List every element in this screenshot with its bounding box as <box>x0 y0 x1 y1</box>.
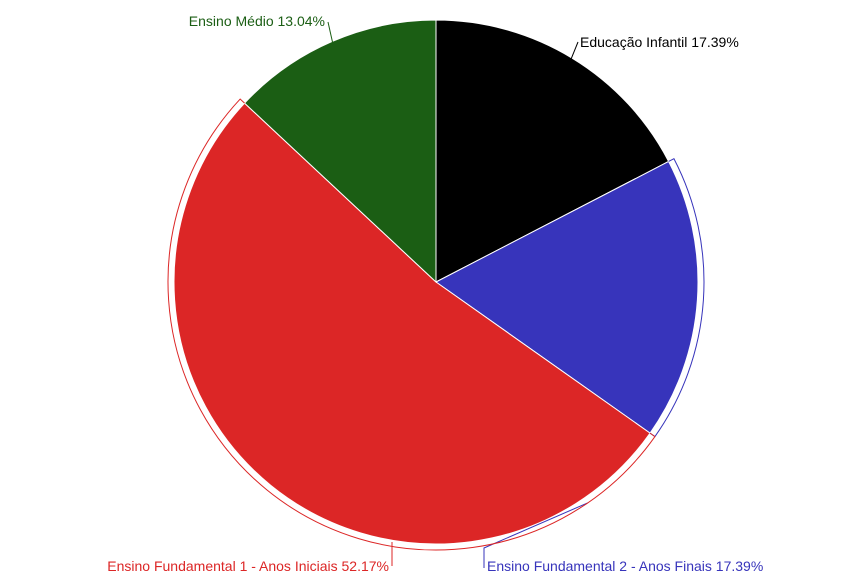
bracket-fundamental-1 <box>167 98 656 551</box>
label-fundamental-2: Ensino Fundamental 2 - Anos Finais 17.39… <box>487 558 763 574</box>
pie-slice-ensino-fundamental-2-anos-finais <box>435 160 699 434</box>
label-ensino-medio: Ensino Médio 13.04% <box>189 13 325 29</box>
label-leaders <box>167 21 705 568</box>
leader-ensino-medio <box>327 21 334 46</box>
leader-fundamental-2 <box>483 502 589 568</box>
pie-slice-ensino-m-dio <box>243 19 437 284</box>
pie-slice-ensino-fundamental-1-anos-iniciais <box>173 102 651 545</box>
label-educacao-infantil: Educação Infantil 17.39% <box>580 34 739 50</box>
pie-slices <box>173 19 699 545</box>
pie-slice-educa-o-infantil <box>435 19 670 283</box>
label-fundamental-1: Ensino Fundamental 1 - Anos Iniciais 52.… <box>107 558 389 574</box>
bracket-fundamental-2 <box>649 158 705 438</box>
leader-educacao-infantil <box>569 41 579 62</box>
